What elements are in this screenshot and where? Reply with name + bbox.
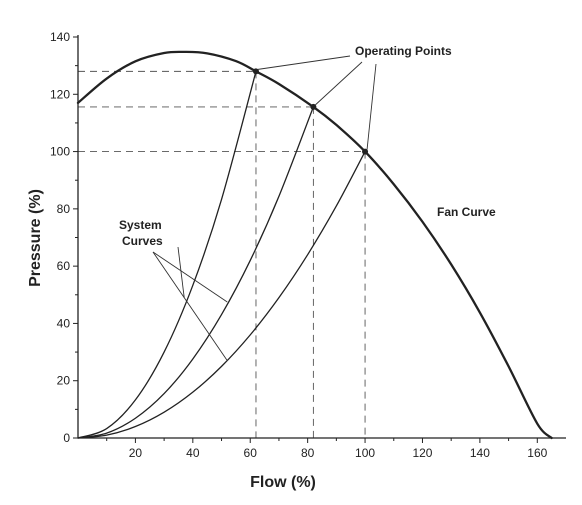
x-tick-label: 60 [244, 446, 258, 460]
operating-point-marker [362, 148, 369, 155]
system-curve-line-1 [77, 70, 257, 439]
x-tick-label: 20 [129, 446, 143, 460]
x-tick-label: 100 [355, 446, 375, 460]
y-tick-label: 0 [63, 431, 70, 445]
operating-point-marker [252, 68, 259, 75]
x-axis-title: Flow (%) [250, 474, 316, 491]
y-tick-label: 20 [57, 374, 71, 388]
operating-point-leader [315, 61, 363, 106]
x-tick-label: 120 [412, 446, 432, 460]
operating-point-leader [257, 55, 351, 70]
x-tick-label: 140 [470, 446, 490, 460]
system-curve-line-2 [77, 106, 315, 439]
axes: 0 20 40 60 80 100 120 140 20 40 60 80 100 120 140 160 [50, 30, 566, 460]
x-tick-label: 160 [527, 446, 547, 460]
x-tick-label: 40 [186, 446, 200, 460]
reference-lines [78, 70, 366, 438]
x-tick-label: 80 [301, 446, 315, 460]
system-curve-leader [177, 246, 185, 298]
y-axis-title: Pressure (%) [27, 189, 44, 287]
system-curve-leader [152, 251, 228, 303]
operating-points [252, 68, 369, 155]
system-curve-leader [152, 251, 228, 361]
annotation-leaders [152, 55, 377, 361]
y-tick-label: 140 [50, 30, 70, 44]
system-curves-label-line1: System [119, 218, 162, 232]
operating-point-leader [366, 63, 377, 150]
operating-point-marker [310, 103, 317, 110]
fan-curve-label: Fan Curve [437, 205, 496, 219]
system-curves-label-line2: Curves [122, 234, 163, 248]
y-tick-label: 120 [50, 87, 70, 101]
system-curve-line-3 [77, 150, 366, 439]
y-tick-label: 80 [57, 202, 71, 216]
y-tick-label: 60 [57, 259, 71, 273]
operating-points-label: Operating Points [355, 44, 452, 58]
y-tick-label: 40 [57, 316, 71, 330]
y-tick-label: 100 [50, 145, 70, 159]
